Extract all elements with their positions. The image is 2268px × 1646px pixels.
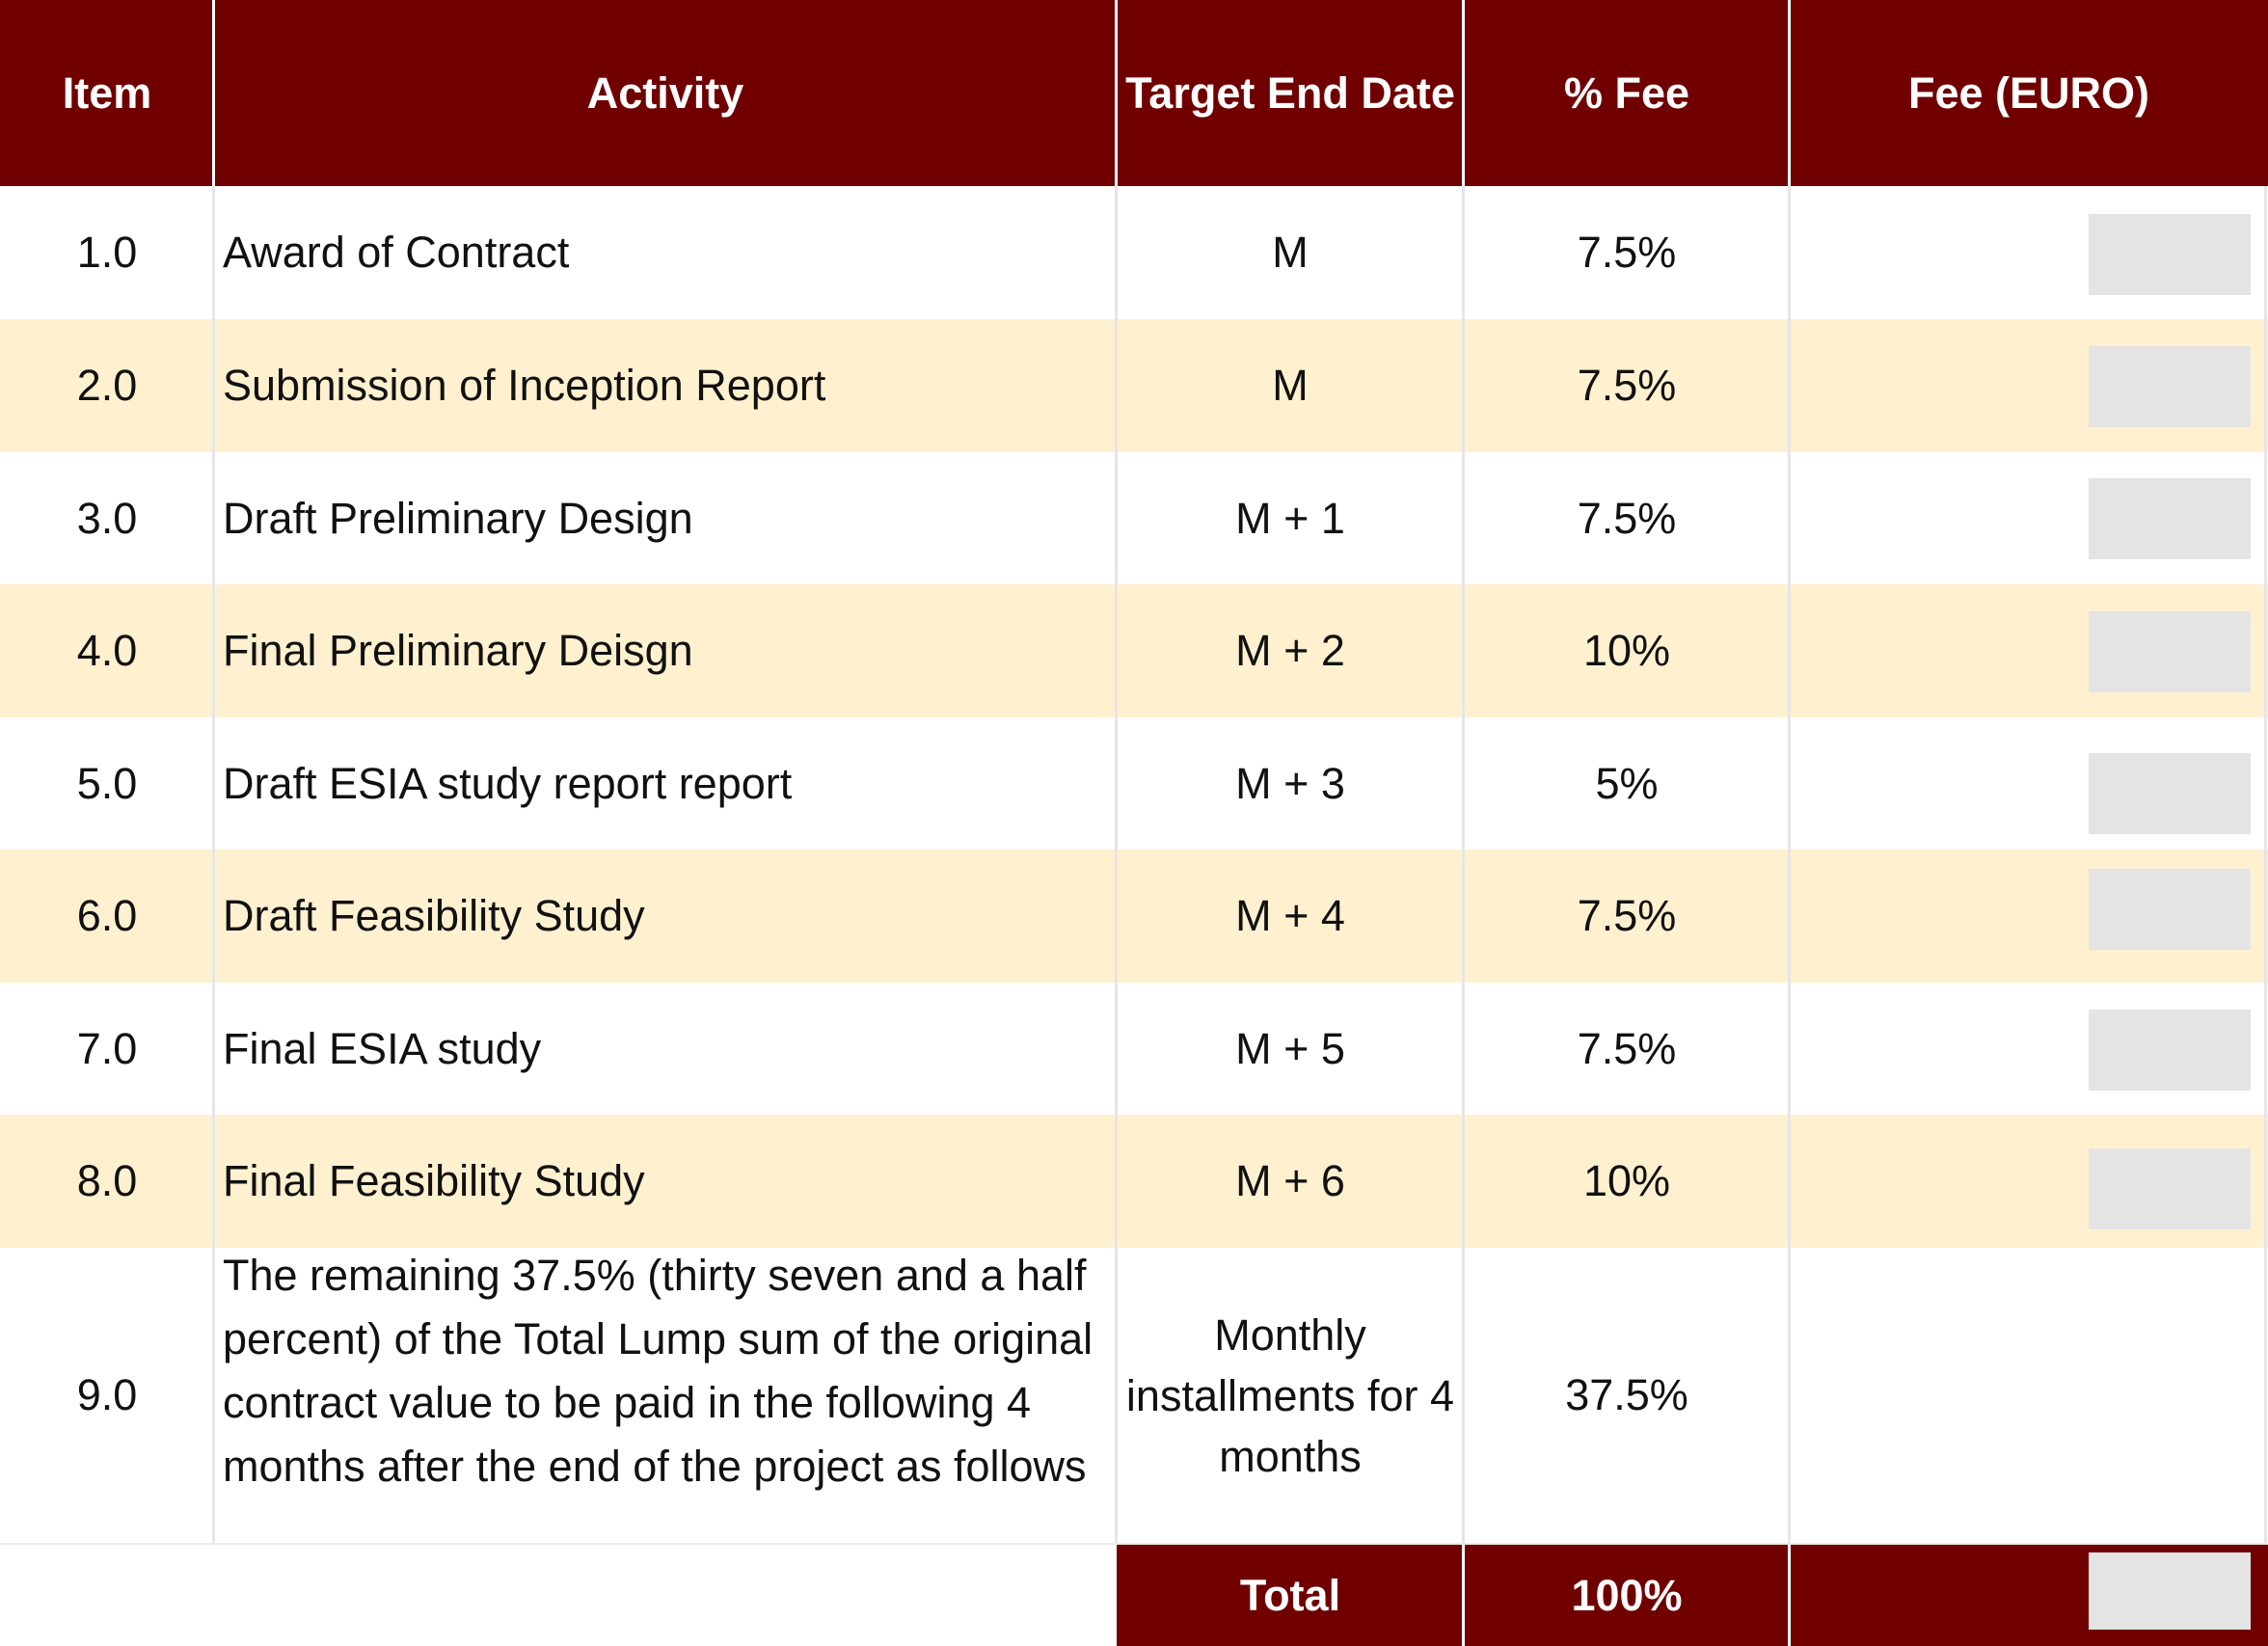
redacted-fee-value (2089, 1148, 2251, 1229)
table-row-item: 1.0 (76, 228, 138, 277)
table-row-target: M + 1 (1235, 493, 1345, 543)
table-row-target: M + 3 (1235, 758, 1345, 808)
redacted-total-fee (2089, 1552, 2251, 1630)
table-row-item: 7.0 (76, 1023, 138, 1073)
table-row-activity: Final Preliminary Deisgn (223, 626, 693, 675)
table-row-item: 3.0 (76, 493, 138, 543)
redacted-fee-value (2089, 611, 2251, 692)
row-band (0, 850, 2268, 983)
total-pct: 100% (1464, 1545, 1790, 1646)
table-row-pct: 10% (1582, 626, 1671, 675)
table-row-activity: Draft Feasibility Study (223, 891, 645, 940)
table-row-target: M + 6 (1235, 1156, 1345, 1205)
table-row-item: 6.0 (76, 891, 138, 940)
table-row-activity: Final ESIA study (223, 1023, 542, 1073)
table-row-pct: 7.5% (1577, 228, 1677, 277)
row-band (0, 1115, 2268, 1248)
header-fee-euro: Fee (EURO) (1790, 0, 2268, 186)
row-band (0, 319, 2268, 452)
table-row-item: 5.0 (76, 758, 138, 808)
table-row-target: Monthly installments for 4 months (1125, 1309, 1455, 1481)
table-row-pct: 7.5% (1577, 493, 1677, 543)
table-row-activity: Final Feasibility Study (223, 1156, 645, 1205)
table-row-activity: Submission of Inception Report (223, 361, 826, 410)
table-row-activity: Draft ESIA study report report (223, 758, 793, 808)
table-row-item: 4.0 (76, 626, 138, 675)
table-row-pct: 10% (1582, 1156, 1671, 1205)
header-item: Item (0, 0, 214, 186)
header-target-end-date: Target End Date (1117, 0, 1464, 186)
table-row-item: 9.0 (76, 1370, 138, 1419)
table-row-activity: The remaining 37.5% (thirty seven and a … (223, 1251, 1094, 1491)
table-row-pct: 5% (1595, 758, 1659, 808)
redacted-fee-value (2089, 1010, 2251, 1091)
table-row-target: M + 4 (1235, 891, 1345, 940)
redacted-fee-value (2089, 753, 2251, 834)
redacted-fee-value (2089, 869, 2251, 950)
table-row-pct: 7.5% (1577, 1023, 1677, 1073)
table-row-pct: 37.5% (1565, 1370, 1688, 1419)
redacted-fee-value (2089, 346, 2251, 427)
redacted-fee-value (2089, 214, 2251, 295)
table-row-pct: 7.5% (1577, 891, 1677, 940)
table-row-target: M + 5 (1235, 1023, 1345, 1073)
table-row-activity: Draft Preliminary Design (223, 493, 693, 543)
table-row-item: 8.0 (76, 1156, 138, 1205)
table-row-item: 2.0 (76, 361, 138, 410)
table-row-target: M + 2 (1235, 626, 1345, 675)
table-row-activity: Award of Contract (223, 228, 570, 277)
row-band (0, 584, 2268, 717)
total-label: Total (1117, 1545, 1464, 1646)
header-activity: Activity (214, 0, 1117, 186)
table-row-target: M (1272, 228, 1309, 277)
header-pct-fee: % Fee (1464, 0, 1790, 186)
redacted-fee-value (2089, 478, 2251, 559)
table-row-target: M (1272, 361, 1309, 410)
table-row-pct: 7.5% (1577, 361, 1677, 410)
